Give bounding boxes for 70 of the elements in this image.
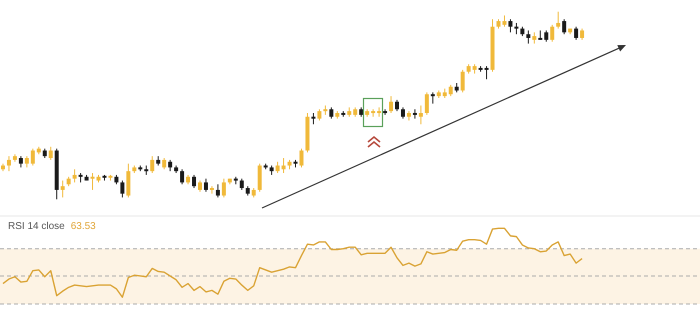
candlestick bbox=[526, 30, 530, 44]
candlestick bbox=[282, 158, 286, 174]
candlestick bbox=[329, 106, 334, 120]
candlestick bbox=[508, 18, 512, 33]
candlestick bbox=[72, 168, 77, 183]
candlestick bbox=[216, 184, 220, 198]
candlestick bbox=[359, 106, 364, 118]
candlestick bbox=[18, 156, 23, 168]
candlestick bbox=[544, 30, 548, 42]
candlestick bbox=[168, 159, 172, 172]
candlestick bbox=[562, 18, 566, 35]
candlestick bbox=[252, 188, 256, 198]
candlestick bbox=[472, 64, 477, 74]
candlestick bbox=[574, 26, 578, 40]
candlestick bbox=[556, 11, 560, 30]
candlestick bbox=[389, 96, 394, 114]
candlestick bbox=[454, 82, 459, 93]
candlestick bbox=[353, 106, 358, 118]
candlestick bbox=[520, 26, 524, 37]
candlestick bbox=[276, 161, 280, 174]
candlestick bbox=[430, 92, 435, 104]
candlestick bbox=[466, 64, 471, 74]
candlestick bbox=[377, 106, 382, 118]
candlestick bbox=[532, 32, 536, 44]
candlestick bbox=[270, 165, 274, 176]
candlestick bbox=[514, 22, 518, 35]
candlestick bbox=[180, 168, 184, 185]
candlestick bbox=[66, 176, 71, 187]
candlestick bbox=[317, 108, 322, 122]
candlestick bbox=[150, 156, 154, 174]
candlestick bbox=[460, 69, 465, 93]
candlestick bbox=[424, 92, 429, 116]
candlestick bbox=[395, 99, 400, 112]
candlestick bbox=[192, 174, 196, 189]
candlestick bbox=[502, 14, 506, 28]
candlestick bbox=[347, 106, 352, 118]
candlestick bbox=[580, 28, 584, 40]
candlestick bbox=[156, 156, 160, 166]
candlestick bbox=[6, 156, 11, 172]
chart-title: RSI 14 close bbox=[8, 221, 66, 232]
candlestick bbox=[550, 24, 554, 42]
candlestick bbox=[484, 66, 489, 80]
candlestick bbox=[204, 178, 208, 192]
candlestick bbox=[144, 165, 148, 176]
candlestick bbox=[24, 156, 29, 168]
candlestick bbox=[222, 178, 226, 198]
candlestick bbox=[299, 148, 304, 168]
candlestick bbox=[162, 158, 166, 170]
candlestick bbox=[114, 174, 118, 185]
candlestick bbox=[90, 172, 95, 190]
candlestick bbox=[412, 108, 417, 120]
candlestick bbox=[120, 180, 124, 198]
annotation: 63.53 bbox=[70, 221, 96, 232]
candlestick bbox=[198, 180, 202, 192]
candlestick bbox=[418, 105, 423, 125]
candlestick bbox=[311, 112, 316, 125]
candlestick bbox=[240, 178, 244, 190]
candlestick bbox=[288, 159, 292, 170]
candlestick bbox=[400, 106, 405, 120]
candlestick bbox=[78, 172, 83, 183]
candlestick bbox=[406, 110, 411, 122]
candlestick bbox=[186, 174, 190, 185]
candlestick bbox=[246, 186, 250, 196]
candlestick bbox=[42, 148, 47, 159]
candlestick bbox=[30, 148, 35, 166]
candlestick bbox=[323, 105, 328, 116]
candlestick bbox=[496, 18, 500, 30]
candlestick bbox=[48, 146, 53, 160]
candlestick bbox=[60, 180, 65, 198]
candlestick bbox=[538, 30, 542, 40]
